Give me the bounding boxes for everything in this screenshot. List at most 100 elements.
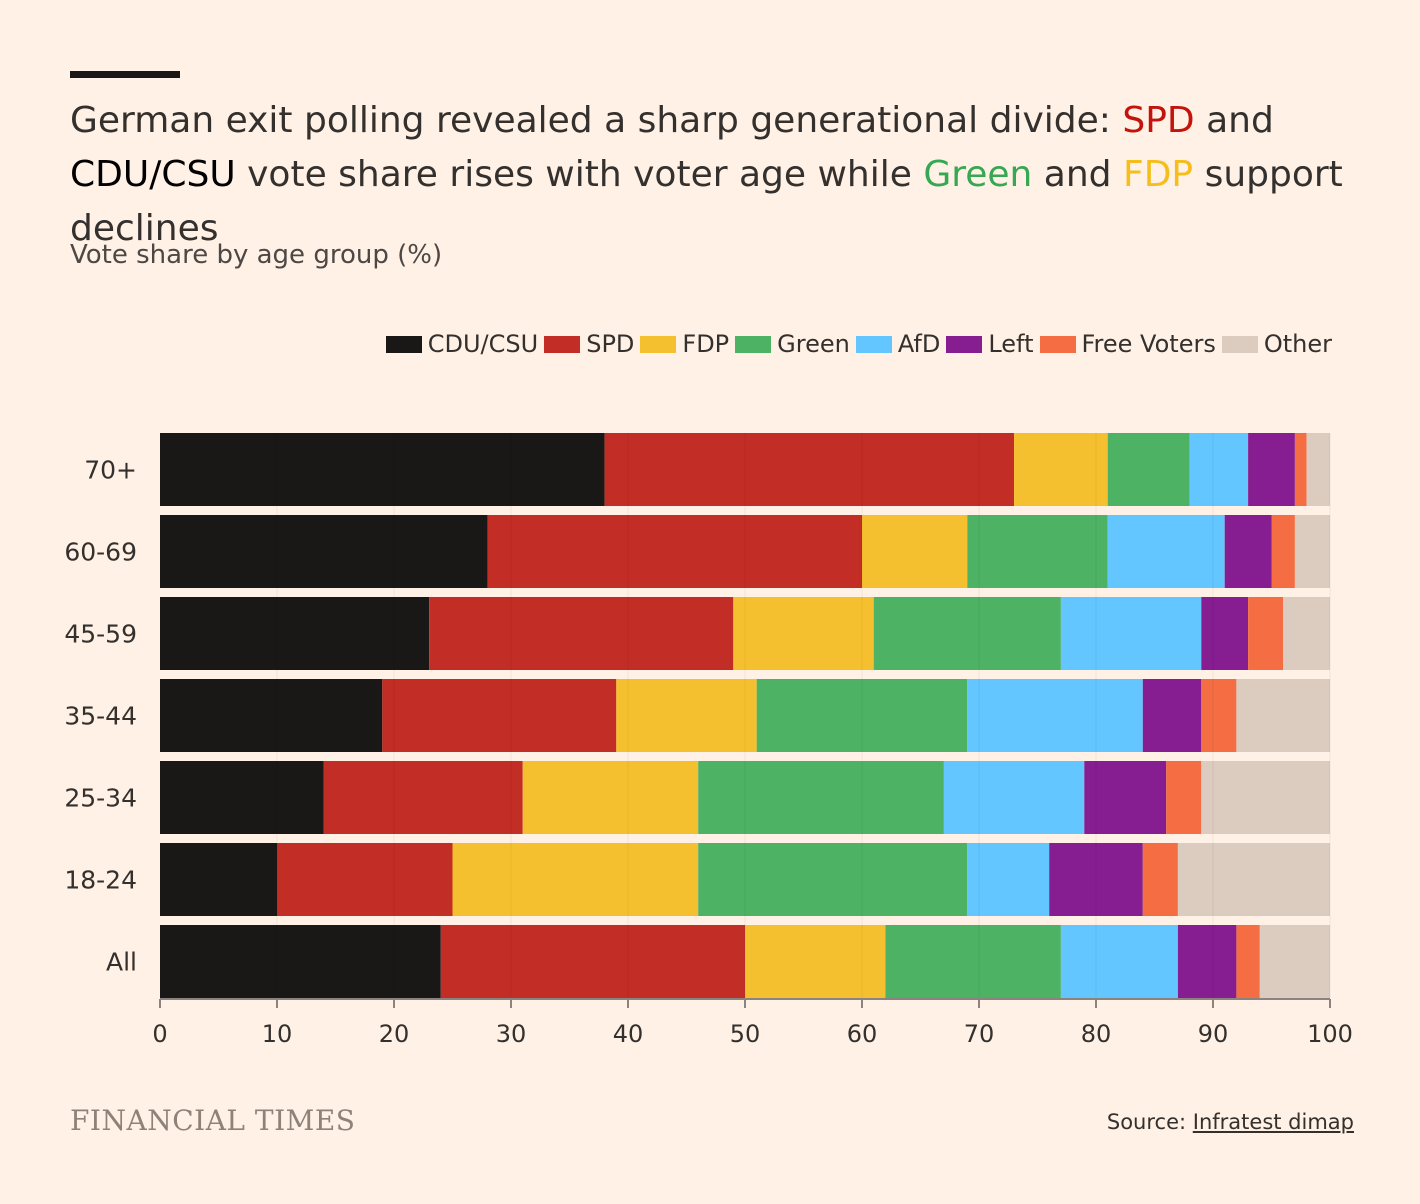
legend-label: CDU/CSU — [427, 330, 539, 358]
x-tick-label: 0 — [152, 1020, 167, 1048]
bar-segment-70-spd — [604, 433, 1015, 506]
title-cdu: CDU/CSU — [70, 154, 236, 195]
bar-segment-all-cdu-csu — [160, 925, 441, 998]
legend-item-left: Left — [946, 330, 1034, 358]
legend-swatch — [385, 335, 422, 353]
legend-label: Green — [777, 330, 850, 358]
title-spd: SPD — [1122, 100, 1195, 141]
bar-segment-35-44-free-voters — [1201, 679, 1237, 752]
bar-segment-18-24-other — [1177, 843, 1330, 916]
legend-item-green: Green — [735, 330, 850, 358]
y-tick-label: 45-59 — [64, 620, 137, 649]
legend: CDU/CSU SPD FDP Green AfD Left Free Voters Othe… — [380, 330, 1332, 358]
bar-segment-35-44-left — [1142, 679, 1202, 752]
bar-segment-60-69-left — [1224, 515, 1272, 588]
source-note: Source: Infratest dimap — [1107, 1110, 1354, 1134]
bar-segment-60-69-cdu-csu — [160, 515, 488, 588]
bar-segment-18-24-free-voters — [1142, 843, 1178, 916]
bar-segment-25-34-spd — [323, 761, 523, 834]
bar-segment-18-24-afd — [967, 843, 1050, 916]
x-tick-label: 70 — [964, 1020, 995, 1048]
bar-segment-45-59-free-voters — [1248, 597, 1284, 670]
y-tick-label: 60-69 — [64, 538, 137, 567]
bar-segment-70-left — [1248, 433, 1295, 506]
y-tick-label: 35-44 — [64, 702, 137, 731]
bar-segment-18-24-green — [698, 843, 968, 916]
x-tick-label: 80 — [1081, 1020, 1112, 1048]
bar-segment-60-69-afd — [1107, 515, 1225, 588]
bar-segment-70-free-voters — [1294, 433, 1307, 506]
bar-segment-45-59-left — [1201, 597, 1249, 670]
bar-segment-25-34-fdp — [522, 761, 699, 834]
bar-segment-60-69-fdp — [862, 515, 968, 588]
legend-item-cdu-csu: CDU/CSU — [385, 330, 539, 358]
chart-subtitle: Vote share by age group (%) — [70, 240, 443, 270]
title-text-4: and — [1032, 154, 1123, 195]
bar-segment-70-afd — [1189, 433, 1249, 506]
chart-title: German exit polling revealed a sharp gen… — [70, 94, 1370, 256]
title-fdp: FDP — [1122, 154, 1194, 195]
bar-segment-25-34-cdu-csu — [160, 761, 324, 834]
title-text-2: and — [1194, 100, 1274, 141]
bar-segment-70-cdu-csu — [160, 433, 605, 506]
bar-segment-45-59-afd — [1060, 597, 1202, 670]
x-tick-label: 10 — [262, 1020, 293, 1048]
x-tick-label: 100 — [1307, 1020, 1353, 1048]
title-text-3: vote share rises with voter age while — [235, 154, 924, 195]
y-tick-label: All — [106, 948, 137, 977]
legend-swatch — [946, 335, 983, 353]
bar-segment-all-other — [1259, 925, 1330, 998]
bar-segment-60-69-free-voters — [1271, 515, 1295, 588]
legend-swatch — [640, 335, 677, 353]
top-rule — [70, 71, 180, 78]
title-text-1: German exit polling revealed a sharp gen… — [70, 100, 1123, 141]
bar-segment-25-34-afd — [943, 761, 1085, 834]
legend-item-afd: AfD — [855, 330, 941, 358]
bar-segment-35-44-spd — [382, 679, 617, 752]
x-tick-label: 40 — [613, 1020, 644, 1048]
bar-segment-18-24-spd — [277, 843, 453, 916]
bar-segment-18-24-fdp — [452, 843, 699, 916]
legend-swatch — [1039, 335, 1076, 353]
bar-segment-60-69-other — [1294, 515, 1330, 588]
source-link[interactable]: Infratest dimap — [1192, 1110, 1354, 1134]
bar-segment-60-69-green — [967, 515, 1108, 588]
x-tick-label: 60 — [847, 1020, 878, 1048]
bar-segment-45-59-fdp — [733, 597, 874, 670]
bar-segment-60-69-spd — [487, 515, 862, 588]
y-tick-label: 25-34 — [64, 784, 137, 813]
bar-segment-45-59-other — [1283, 597, 1330, 670]
legend-item-free-voters: Free Voters — [1039, 330, 1216, 358]
bar-segment-25-34-green — [698, 761, 944, 834]
legend-label: Other — [1263, 330, 1332, 358]
bar-segment-35-44-other — [1236, 679, 1330, 752]
y-tick-label: 18-24 — [64, 866, 137, 895]
bar-segment-25-34-left — [1084, 761, 1167, 834]
bar-segment-25-34-other — [1201, 761, 1330, 834]
bar-segment-18-24-left — [1049, 843, 1143, 916]
bar-segment-all-fdp — [745, 925, 886, 998]
x-tick-label: 50 — [730, 1020, 761, 1048]
bar-segment-18-24-cdu-csu — [160, 843, 277, 916]
bar-segment-all-free-voters — [1236, 925, 1260, 998]
x-tick-label: 20 — [379, 1020, 410, 1048]
bar-segment-35-44-green — [756, 679, 968, 752]
x-tick-label: 30 — [496, 1020, 527, 1048]
bar-segment-35-44-cdu-csu — [160, 679, 383, 752]
legend-swatch — [735, 335, 772, 353]
legend-label: FDP — [682, 330, 730, 358]
legend-label: AfD — [897, 330, 941, 358]
bar-segment-35-44-afd — [967, 679, 1143, 752]
bar-segment-45-59-spd — [429, 597, 734, 670]
bar-segment-45-59-green — [873, 597, 1061, 670]
bar-segment-all-afd — [1060, 925, 1178, 998]
y-tick-label: 70+ — [84, 456, 137, 485]
legend-label: Free Voters — [1081, 330, 1216, 358]
title-text-5: support declines — [70, 154, 1343, 249]
legend-label: SPD — [586, 330, 635, 358]
bar-segment-70-fdp — [1014, 433, 1108, 506]
bar-segment-25-34-free-voters — [1166, 761, 1202, 834]
stacked-bar-chart: 70+ 60-69 45-59 35-44 25-34 18-24 All 0 10 20 30 40… — [64, 433, 1353, 1048]
bar-segment-all-green — [885, 925, 1061, 998]
bar-segment-35-44-fdp — [616, 679, 757, 752]
